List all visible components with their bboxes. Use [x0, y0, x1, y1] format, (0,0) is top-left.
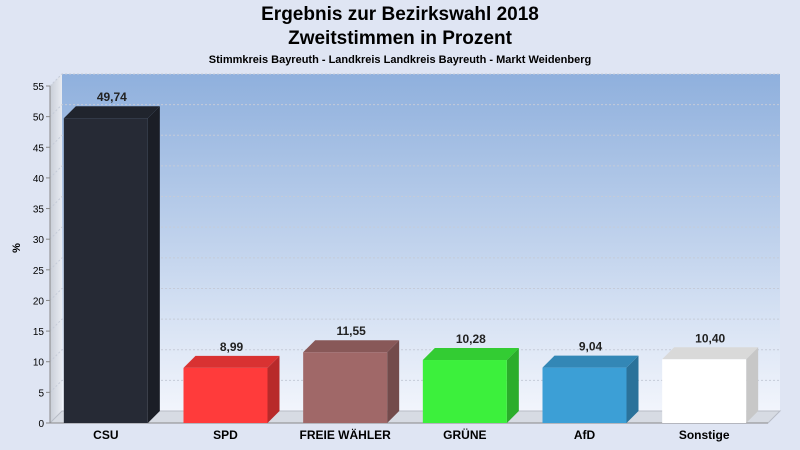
- x-tick-label: FREIE WÄHLER: [299, 427, 391, 442]
- bar-side: [746, 347, 759, 423]
- y-tick-label: 35: [33, 205, 45, 216]
- bar-top: [542, 355, 639, 368]
- plot-background: [62, 74, 780, 411]
- bar-front: [422, 360, 507, 423]
- bar-gr-ne: 10,28: [422, 332, 519, 423]
- y-tick-label: 55: [33, 82, 45, 93]
- bar-side: [387, 340, 400, 423]
- y-tick-label: 15: [33, 327, 45, 338]
- bar-top: [63, 106, 160, 119]
- y-tick-label: 30: [33, 235, 45, 246]
- x-tick-label: AfD: [574, 428, 596, 442]
- bar-front: [183, 367, 268, 423]
- grid-line: [49, 104, 780, 117]
- y-tick-label: 25: [33, 266, 45, 277]
- bar-side: [147, 106, 160, 423]
- bar-csu: 49,74: [63, 90, 160, 423]
- bars: 49,74 8,99 11,55 10,28 9,04 10,40: [63, 90, 759, 423]
- grid-line: [49, 165, 780, 179]
- grid-line: [49, 73, 780, 87]
- y-tick-label: 40: [33, 174, 45, 185]
- bar-value-label: 9,04: [579, 340, 603, 354]
- grid-line: [49, 196, 780, 209]
- bar-sonstige: 10,40: [662, 331, 759, 423]
- bar-value-label: 49,74: [97, 90, 127, 104]
- bar-freie-w-hler: 11,55: [303, 324, 400, 423]
- x-tick-label: SPD: [213, 428, 238, 442]
- grid-line: [49, 134, 780, 148]
- bar-value-label: 8,99: [220, 340, 244, 354]
- y-axis: 0 5 10 15 20 25 30 35 40 45 50 55: [33, 82, 768, 430]
- chart-title: Ergebnis zur Bezirkswahl 2018: [261, 4, 539, 25]
- plot-left-wall: [50, 74, 62, 423]
- grid-line: [49, 379, 780, 393]
- bar-front: [662, 359, 747, 423]
- y-tick-label: 45: [33, 143, 45, 154]
- bar-value-label: 10,28: [456, 332, 486, 346]
- y-tick-label: 5: [38, 388, 44, 399]
- grid-line: [49, 257, 780, 271]
- x-tick-label: CSU: [93, 428, 118, 442]
- chart-subtitle: Zweitstimmen in Prozent: [288, 28, 512, 49]
- y-tick-label: 20: [33, 296, 45, 307]
- x-tick-label: GRÜNE: [443, 427, 486, 442]
- bar-value-label: 11,55: [336, 324, 366, 338]
- y-axis-label: %: [11, 243, 23, 253]
- bar-side: [626, 355, 639, 423]
- x-tick-label: Sonstige: [679, 428, 730, 442]
- bar-top: [183, 355, 280, 368]
- grid-line: [49, 349, 780, 363]
- x-axis: CSU SPD FREIE WÄHLER GRÜNE AfD Sonstige: [93, 427, 730, 442]
- bar-value-label: 10,40: [695, 331, 725, 345]
- grid-line: [49, 318, 780, 332]
- chart-region-subtitle: Stimmkreis Bayreuth - Landkreis Landkrei…: [208, 54, 592, 66]
- bar-front: [63, 118, 148, 423]
- bar-spd: 8,99: [183, 340, 280, 423]
- y-tick-label: 0: [38, 419, 44, 430]
- bar-front: [303, 352, 388, 423]
- bar-side: [506, 348, 519, 423]
- bar-top: [303, 340, 400, 353]
- y-tick-label: 50: [33, 113, 45, 124]
- bar-top: [422, 348, 519, 361]
- bar-top: [662, 347, 759, 360]
- bar-side: [267, 355, 280, 423]
- bar-front: [542, 367, 627, 423]
- y-tick-label: 10: [33, 358, 45, 369]
- grid-line: [49, 287, 780, 301]
- bar-afd: 9,04: [542, 340, 639, 423]
- grid-line: [49, 226, 780, 240]
